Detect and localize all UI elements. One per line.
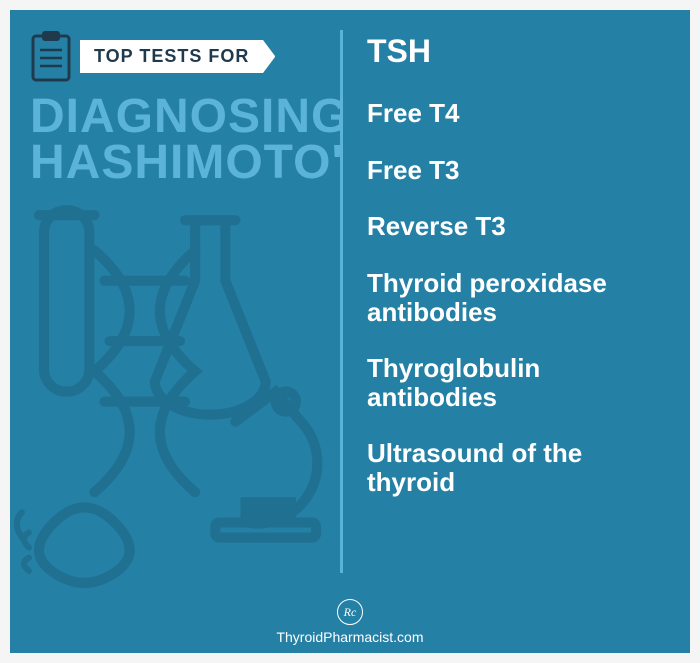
logo-icon: Rc	[337, 599, 363, 625]
title-line-1: DIAGNOSING	[30, 94, 330, 140]
left-panel: TOP TESTS FOR DIAGNOSING HASHIMOTO'S	[10, 10, 340, 593]
test-item: Free T3	[367, 156, 670, 185]
footer-site: ThyroidPharmacist.com	[10, 629, 690, 645]
test-item: Reverse T3	[367, 212, 670, 241]
test-item: TSH	[367, 34, 670, 69]
test-item: Ultrasound of the thyroid	[367, 439, 670, 496]
main-title: DIAGNOSING HASHIMOTO'S	[30, 94, 330, 185]
clipboard-icon	[30, 30, 72, 82]
test-item: Thyroglobulin antibodies	[367, 354, 670, 411]
test-item: Free T4	[367, 99, 670, 128]
content-row: TOP TESTS FOR DIAGNOSING HASHIMOTO'S	[10, 10, 690, 593]
lab-illustration	[10, 190, 340, 593]
footer: Rc ThyroidPharmacist.com	[10, 593, 690, 653]
tests-list: TSH Free T4 Free T3 Reverse T3 Thyroid p…	[343, 10, 690, 593]
title-line-2: HASHIMOTO'S	[30, 140, 330, 186]
test-item: Thyroid peroxidase antibodies	[367, 269, 670, 326]
infographic-card: TOP TESTS FOR DIAGNOSING HASHIMOTO'S	[10, 10, 690, 653]
header-row: TOP TESTS FOR	[30, 30, 330, 82]
banner-label: TOP TESTS FOR	[80, 40, 263, 73]
